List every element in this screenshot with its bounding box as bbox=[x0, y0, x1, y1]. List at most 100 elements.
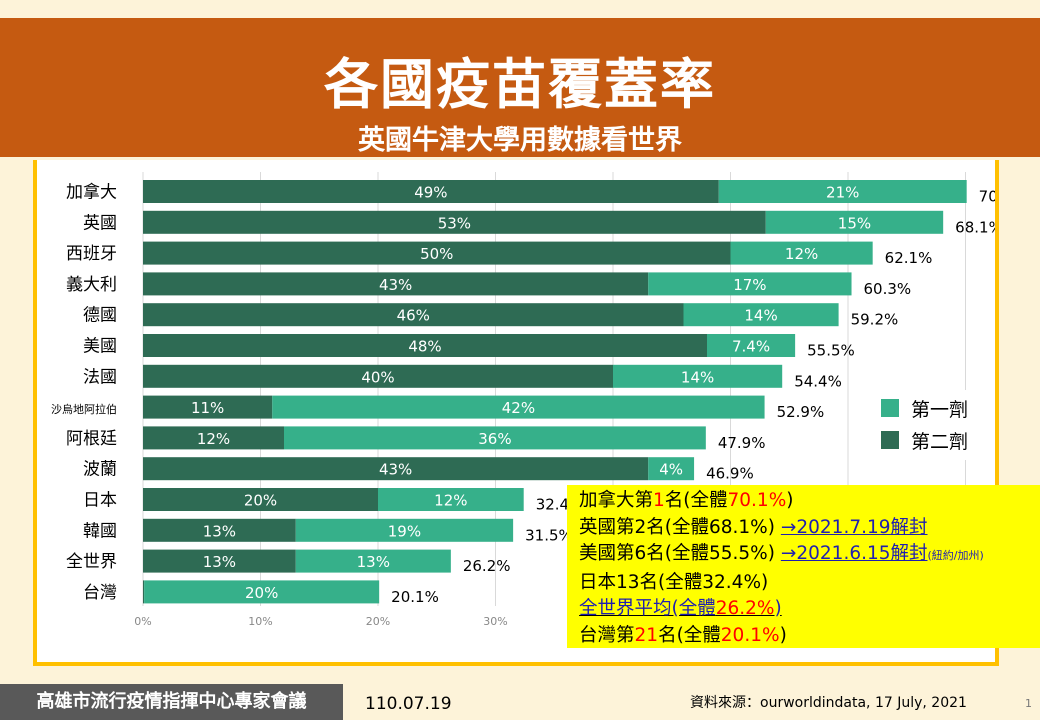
note-rank: 21 bbox=[634, 624, 659, 646]
bar-label-second-dose: 12% bbox=[197, 430, 230, 448]
category-label: 義大利 bbox=[66, 275, 117, 295]
category-label: 美國 bbox=[83, 337, 117, 357]
bar-label-first-dose: 12% bbox=[434, 492, 467, 510]
category-label: 台灣 bbox=[83, 583, 117, 603]
note-text: 名(全體 bbox=[658, 624, 721, 646]
bar-total-label: 68.1% bbox=[955, 218, 995, 236]
bar-first-dose bbox=[378, 488, 524, 511]
bar-second-dose bbox=[143, 395, 273, 419]
bar-total-label: 26.2% bbox=[463, 557, 511, 575]
header-banner: 各國疫苗覆蓋率 英國牛津大學用數據看世界 bbox=[0, 18, 1040, 157]
legend-swatch-second-dose bbox=[881, 431, 899, 449]
category-label: 日本 bbox=[83, 491, 117, 511]
bar-label-first-dose: 4% bbox=[659, 461, 683, 479]
page-number: 1 bbox=[1025, 697, 1032, 710]
page-title: 各國疫苗覆蓋率 bbox=[324, 53, 716, 116]
bar-total-label: 47.9% bbox=[718, 434, 766, 452]
bar-total-label: 62.1% bbox=[885, 249, 933, 267]
bar-second-dose bbox=[143, 241, 731, 265]
bar-second-dose bbox=[143, 426, 284, 450]
bar-label-second-dose: 46% bbox=[397, 307, 430, 325]
bar-first-dose bbox=[613, 364, 783, 388]
bar-total-label: 46.9% bbox=[706, 465, 754, 483]
bar-first-dose bbox=[648, 457, 695, 481]
bar-label-second-dose: 43% bbox=[379, 461, 412, 479]
bar-label-first-dose: 14% bbox=[744, 307, 777, 325]
bar-second-dose bbox=[143, 303, 684, 327]
note-text: 名(全體 bbox=[664, 490, 728, 511]
bar-label-first-dose: 21% bbox=[826, 184, 859, 202]
bar-first-dose bbox=[683, 303, 839, 327]
legend-label-second-dose: 第二劑 bbox=[911, 430, 969, 453]
note-text: 加拿大第 bbox=[579, 490, 654, 511]
bar-first-dose bbox=[295, 518, 514, 542]
note-text: ) bbox=[774, 598, 782, 619]
note-percent: 26.2% bbox=[715, 598, 775, 619]
bar-label-second-dose: 11% bbox=[191, 399, 224, 417]
note-line-japan: 日本13名(全體32.4%) bbox=[579, 570, 1040, 597]
bar-second-dose bbox=[143, 549, 296, 573]
bar-total-label: 59.2% bbox=[851, 311, 899, 329]
note-percent: 70.1% bbox=[727, 490, 787, 511]
vaccine-coverage-chart: 0% 10% 20% 30% 加拿大 49% 21% 70.1% 英國 53% 15% 68.1% 西班… bbox=[51, 172, 995, 628]
bar-second-dose bbox=[143, 364, 613, 388]
bar-first-dose bbox=[144, 580, 380, 604]
note-region: (紐約/加州) bbox=[927, 549, 984, 562]
note-unlock-date: →2021.6.15解封 bbox=[780, 543, 928, 564]
note-line-taiwan: 台灣第21名(全體20.1%) bbox=[579, 623, 1040, 650]
bar-first-dose bbox=[765, 210, 944, 234]
note-text: 台灣第 bbox=[579, 624, 635, 646]
note-text: 日本13名(全體32.4%) bbox=[579, 571, 769, 593]
bar-total-label: 54.4% bbox=[794, 372, 842, 390]
bar-label-second-dose: 43% bbox=[379, 276, 412, 294]
x-tick-label: 20% bbox=[366, 615, 390, 628]
bar-label-second-dose: 40% bbox=[361, 368, 394, 386]
bar-label-first-dose: 19% bbox=[388, 522, 421, 540]
bar-first-dose bbox=[284, 426, 706, 450]
bar-first-dose bbox=[272, 395, 765, 419]
bar-label-first-dose: 12% bbox=[785, 245, 818, 263]
note-text: ) bbox=[779, 624, 787, 646]
note-line-canada: 加拿大第1名(全體70.1%) bbox=[579, 488, 1040, 515]
note-line-uk: 英國第2名(全體68.1%) →2021.7.19解封 bbox=[579, 515, 1040, 542]
legend-label-first-dose: 第一劑 bbox=[911, 398, 969, 421]
legend: 第一劑 第二劑 bbox=[871, 390, 986, 460]
bar-total-label: 70.1% bbox=[979, 188, 995, 206]
bar-first-dose bbox=[648, 272, 852, 296]
x-tick-label: 30% bbox=[483, 615, 507, 628]
bar-total-label: 55.5% bbox=[807, 342, 855, 360]
note-text: 全世界平均 bbox=[579, 598, 672, 619]
legend-swatch-first-dose bbox=[881, 399, 899, 417]
category-label: 西班牙 bbox=[66, 244, 117, 264]
note-text: (全體 bbox=[671, 598, 716, 619]
page-subtitle: 英國牛津大學用數據看世界 bbox=[358, 125, 682, 156]
bar-total-label: 52.9% bbox=[777, 403, 825, 421]
category-label: 加拿大 bbox=[66, 182, 117, 203]
bar-label-first-dose: 13% bbox=[357, 553, 390, 571]
bar-second-dose bbox=[143, 457, 649, 481]
bar-label-first-dose: 7.4% bbox=[732, 338, 770, 356]
bar-label-first-dose: 14% bbox=[681, 368, 714, 386]
footer-date: 110.07.19 bbox=[365, 694, 452, 714]
bar-first-dose bbox=[295, 549, 451, 573]
bar-label-first-dose: 17% bbox=[733, 276, 766, 294]
bar-label-second-dose: 13% bbox=[203, 522, 236, 540]
bar-label-second-dose: 53% bbox=[438, 214, 471, 232]
bar-second-dose bbox=[143, 334, 707, 357]
note-text: 英國第2名(全體68.1%) bbox=[579, 516, 781, 538]
bar-label-first-dose: 42% bbox=[502, 399, 535, 417]
note-text: ) bbox=[786, 490, 794, 511]
bar-label-second-dose: 49% bbox=[414, 184, 447, 202]
summary-note: 加拿大第1名(全體70.1%) 英國第2名(全體68.1%) →2021.7.1… bbox=[567, 485, 1040, 648]
bar-total-label: 60.3% bbox=[864, 280, 912, 298]
bar-total-label: 31.5% bbox=[525, 526, 573, 544]
bar-label-second-dose: 20% bbox=[244, 492, 277, 510]
category-label: 法國 bbox=[83, 367, 117, 387]
x-tick-label: 0% bbox=[134, 615, 151, 628]
bar-second-dose bbox=[143, 488, 378, 511]
note-rank: 1 bbox=[653, 490, 665, 511]
x-tick-label: 10% bbox=[248, 615, 272, 628]
bar-label-second-dose: 48% bbox=[408, 338, 441, 356]
note-percent: 20.1% bbox=[720, 624, 780, 646]
bar-label-first-dose: 20% bbox=[245, 584, 278, 602]
